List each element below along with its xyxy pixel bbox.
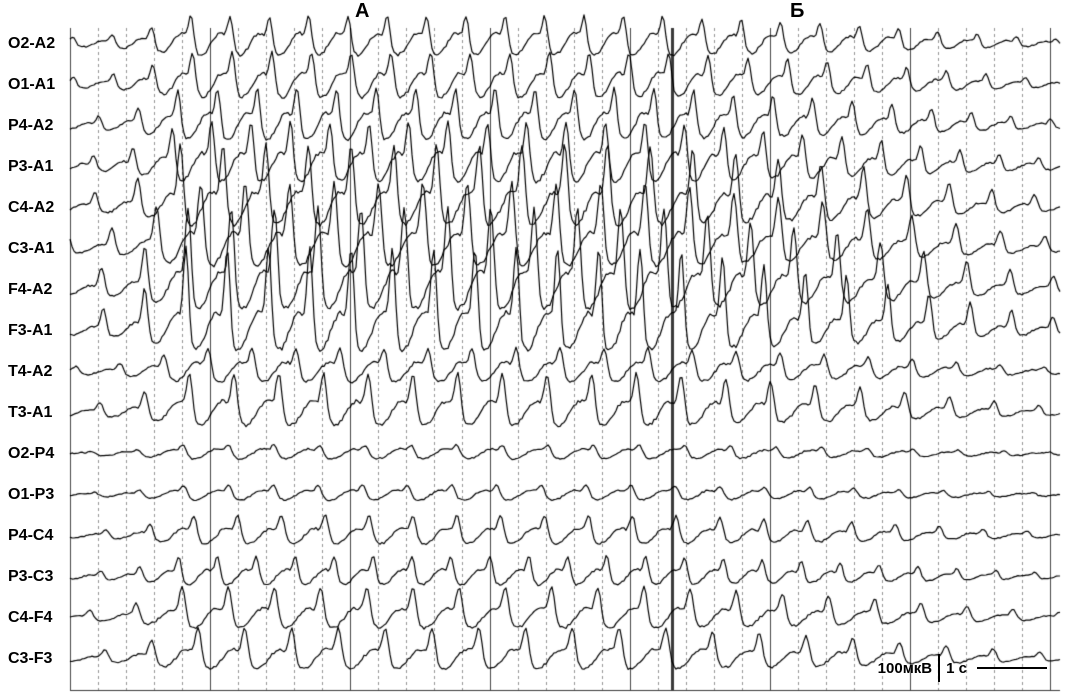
scale-amplitude-label: 100мкВ (878, 660, 932, 677)
channel-label: O2-P4 (8, 445, 54, 463)
channel-label: O2-A2 (8, 35, 55, 53)
scale-bar: 100мкВ 1 с (878, 654, 1047, 682)
channel-label: P3-C3 (8, 568, 53, 586)
wave-layer (0, 0, 1065, 696)
scale-vbar (938, 654, 940, 682)
section-label-b: Б (790, 0, 804, 23)
channel-label: P4-C4 (8, 527, 53, 545)
channel-label: C4-F4 (8, 609, 52, 627)
section-label-a: А (355, 0, 369, 23)
channel-label: F4-A2 (8, 281, 52, 299)
channel-label: O1-P3 (8, 486, 54, 504)
channel-label: T3-A1 (8, 404, 52, 422)
channel-label: O1-A1 (8, 76, 55, 94)
channel-label: C3-F3 (8, 650, 52, 668)
channel-label: C4-A2 (8, 199, 54, 217)
scale-hbar (977, 667, 1047, 669)
channel-label: T4-A2 (8, 363, 52, 381)
channel-label: F3-A1 (8, 322, 52, 340)
channel-label: P4-A2 (8, 117, 53, 135)
channel-label: P3-A1 (8, 158, 53, 176)
eeg-chart: { "canvas": { "width": 1065, "height": 6… (0, 0, 1065, 696)
scale-time-label: 1 с (946, 660, 967, 677)
channel-label: C3-A1 (8, 240, 54, 258)
